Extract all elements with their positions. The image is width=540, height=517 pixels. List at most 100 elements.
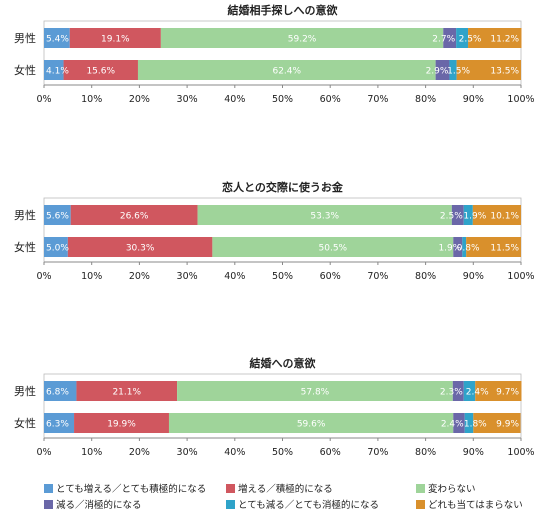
bar-segment bbox=[466, 237, 521, 257]
chart-title-1: 結婚相手探しへの意欲 bbox=[228, 3, 338, 17]
x-tick-label: 100% bbox=[507, 94, 534, 105]
bar-segment bbox=[449, 60, 457, 80]
x-tick-label: 100% bbox=[507, 447, 534, 458]
x-tick-label: 30% bbox=[177, 271, 198, 282]
data-label: 4.1% bbox=[46, 67, 69, 77]
x-tick-label: 40% bbox=[224, 94, 245, 105]
bar-segment bbox=[456, 60, 521, 80]
data-label: 59.2% bbox=[288, 35, 317, 45]
bar-segment bbox=[168, 413, 454, 433]
legend-item-2: 増える／積極的になる bbox=[226, 481, 333, 495]
data-label: 2.3% bbox=[440, 388, 463, 398]
legend-item-3: 変わらない bbox=[416, 481, 476, 495]
bar-segment bbox=[44, 237, 68, 257]
x-tick-label: 70% bbox=[367, 447, 388, 458]
bar-segment bbox=[44, 28, 70, 48]
bar-segment bbox=[70, 205, 198, 225]
x-tick-label: 30% bbox=[177, 447, 198, 458]
x-tick-label: 0% bbox=[36, 94, 51, 105]
bar-segment bbox=[74, 413, 169, 433]
x-tick-label: 10% bbox=[81, 94, 102, 105]
x-tick-label: 80% bbox=[415, 271, 436, 282]
bar-segment bbox=[464, 413, 474, 433]
legend-swatch-1 bbox=[44, 483, 53, 493]
x-tick-label: 50% bbox=[272, 271, 293, 282]
data-label: 53.3% bbox=[310, 212, 339, 222]
data-label: 59.6% bbox=[297, 420, 326, 430]
bar-segment bbox=[177, 381, 453, 401]
bar-segment bbox=[451, 205, 464, 225]
data-label: 1.9% bbox=[463, 212, 486, 222]
bar-segment bbox=[212, 237, 454, 257]
x-tick-label: 20% bbox=[129, 271, 150, 282]
bar-segment bbox=[463, 205, 473, 225]
bar-segment bbox=[197, 205, 452, 225]
bar-segment bbox=[44, 205, 71, 225]
data-label: 1.8% bbox=[464, 420, 487, 430]
legend-item-6: どれも当てはまらない bbox=[416, 497, 523, 511]
legend-item-5: とても減る／とても消極的になる bbox=[226, 497, 379, 511]
bar-segment bbox=[452, 381, 464, 401]
data-label: 50.5% bbox=[319, 244, 348, 254]
data-label: 11.5% bbox=[490, 244, 519, 254]
legend-swatch-6 bbox=[416, 499, 425, 509]
x-tick-label: 10% bbox=[81, 271, 102, 282]
bar-segment bbox=[435, 60, 450, 80]
data-label: 9.9% bbox=[496, 420, 519, 430]
x-tick-label: 50% bbox=[272, 447, 293, 458]
data-label: 10.1% bbox=[490, 212, 519, 222]
x-tick-label: 60% bbox=[320, 271, 341, 282]
category-label: 男性 bbox=[14, 31, 36, 45]
x-tick-label: 70% bbox=[367, 94, 388, 105]
data-label: 9.7% bbox=[496, 388, 519, 398]
x-tick-label: 80% bbox=[415, 94, 436, 105]
data-label: 57.8% bbox=[301, 388, 330, 398]
bar-segment bbox=[44, 60, 64, 80]
x-tick-label: 40% bbox=[224, 271, 245, 282]
legend-label-4: 減る／消極的になる bbox=[56, 500, 142, 511]
bar-segment bbox=[44, 413, 75, 433]
x-tick-label: 0% bbox=[36, 271, 51, 282]
data-label: 5.4% bbox=[46, 35, 69, 45]
legend-label-6: どれも当てはまらない bbox=[428, 500, 523, 511]
data-label: 5.6% bbox=[46, 212, 69, 222]
legend-swatch-3 bbox=[416, 483, 425, 493]
x-tick-label: 50% bbox=[272, 94, 293, 105]
data-label: 30.3% bbox=[126, 244, 155, 254]
bar-segment bbox=[475, 381, 522, 401]
x-tick-label: 20% bbox=[129, 447, 150, 458]
data-label: 5.0% bbox=[46, 244, 69, 254]
x-tick-label: 90% bbox=[463, 271, 484, 282]
bar-segment bbox=[473, 413, 521, 433]
x-tick-label: 90% bbox=[463, 94, 484, 105]
legend-item-1: とても増える／とても積極的になる bbox=[44, 481, 206, 495]
category-label: 男性 bbox=[14, 208, 36, 222]
data-label: 2.4% bbox=[441, 420, 464, 430]
data-label: 26.6% bbox=[120, 212, 149, 222]
data-label: 11.2% bbox=[490, 35, 519, 45]
category-label: 女性 bbox=[14, 240, 36, 254]
data-label: 1.5% bbox=[447, 67, 470, 77]
bar-segment bbox=[463, 381, 476, 401]
legend-label-1: とても増える／とても積極的になる bbox=[56, 484, 207, 495]
bar-segment bbox=[462, 237, 467, 257]
data-label: 2.5% bbox=[459, 35, 482, 45]
legend-item-4: 減る／消極的になる bbox=[44, 497, 142, 511]
legend-label-2: 増える／積極的になる bbox=[238, 484, 333, 495]
x-tick-label: 60% bbox=[320, 447, 341, 458]
data-label: 62.4% bbox=[272, 67, 301, 77]
bar-segment bbox=[137, 60, 436, 80]
x-tick-label: 0% bbox=[36, 447, 51, 458]
x-tick-label: 40% bbox=[224, 447, 245, 458]
legend-swatch-5 bbox=[226, 499, 235, 509]
data-label: 2.7% bbox=[432, 35, 455, 45]
bar-segment bbox=[456, 28, 469, 48]
x-tick-label: 100% bbox=[507, 271, 534, 282]
bar-segment bbox=[67, 237, 213, 257]
bar-segment bbox=[76, 381, 178, 401]
bar-segment bbox=[63, 60, 138, 80]
category-label: 女性 bbox=[14, 416, 36, 430]
x-tick-label: 30% bbox=[177, 94, 198, 105]
data-label: 2.9% bbox=[426, 67, 449, 77]
data-label: 19.1% bbox=[101, 35, 130, 45]
